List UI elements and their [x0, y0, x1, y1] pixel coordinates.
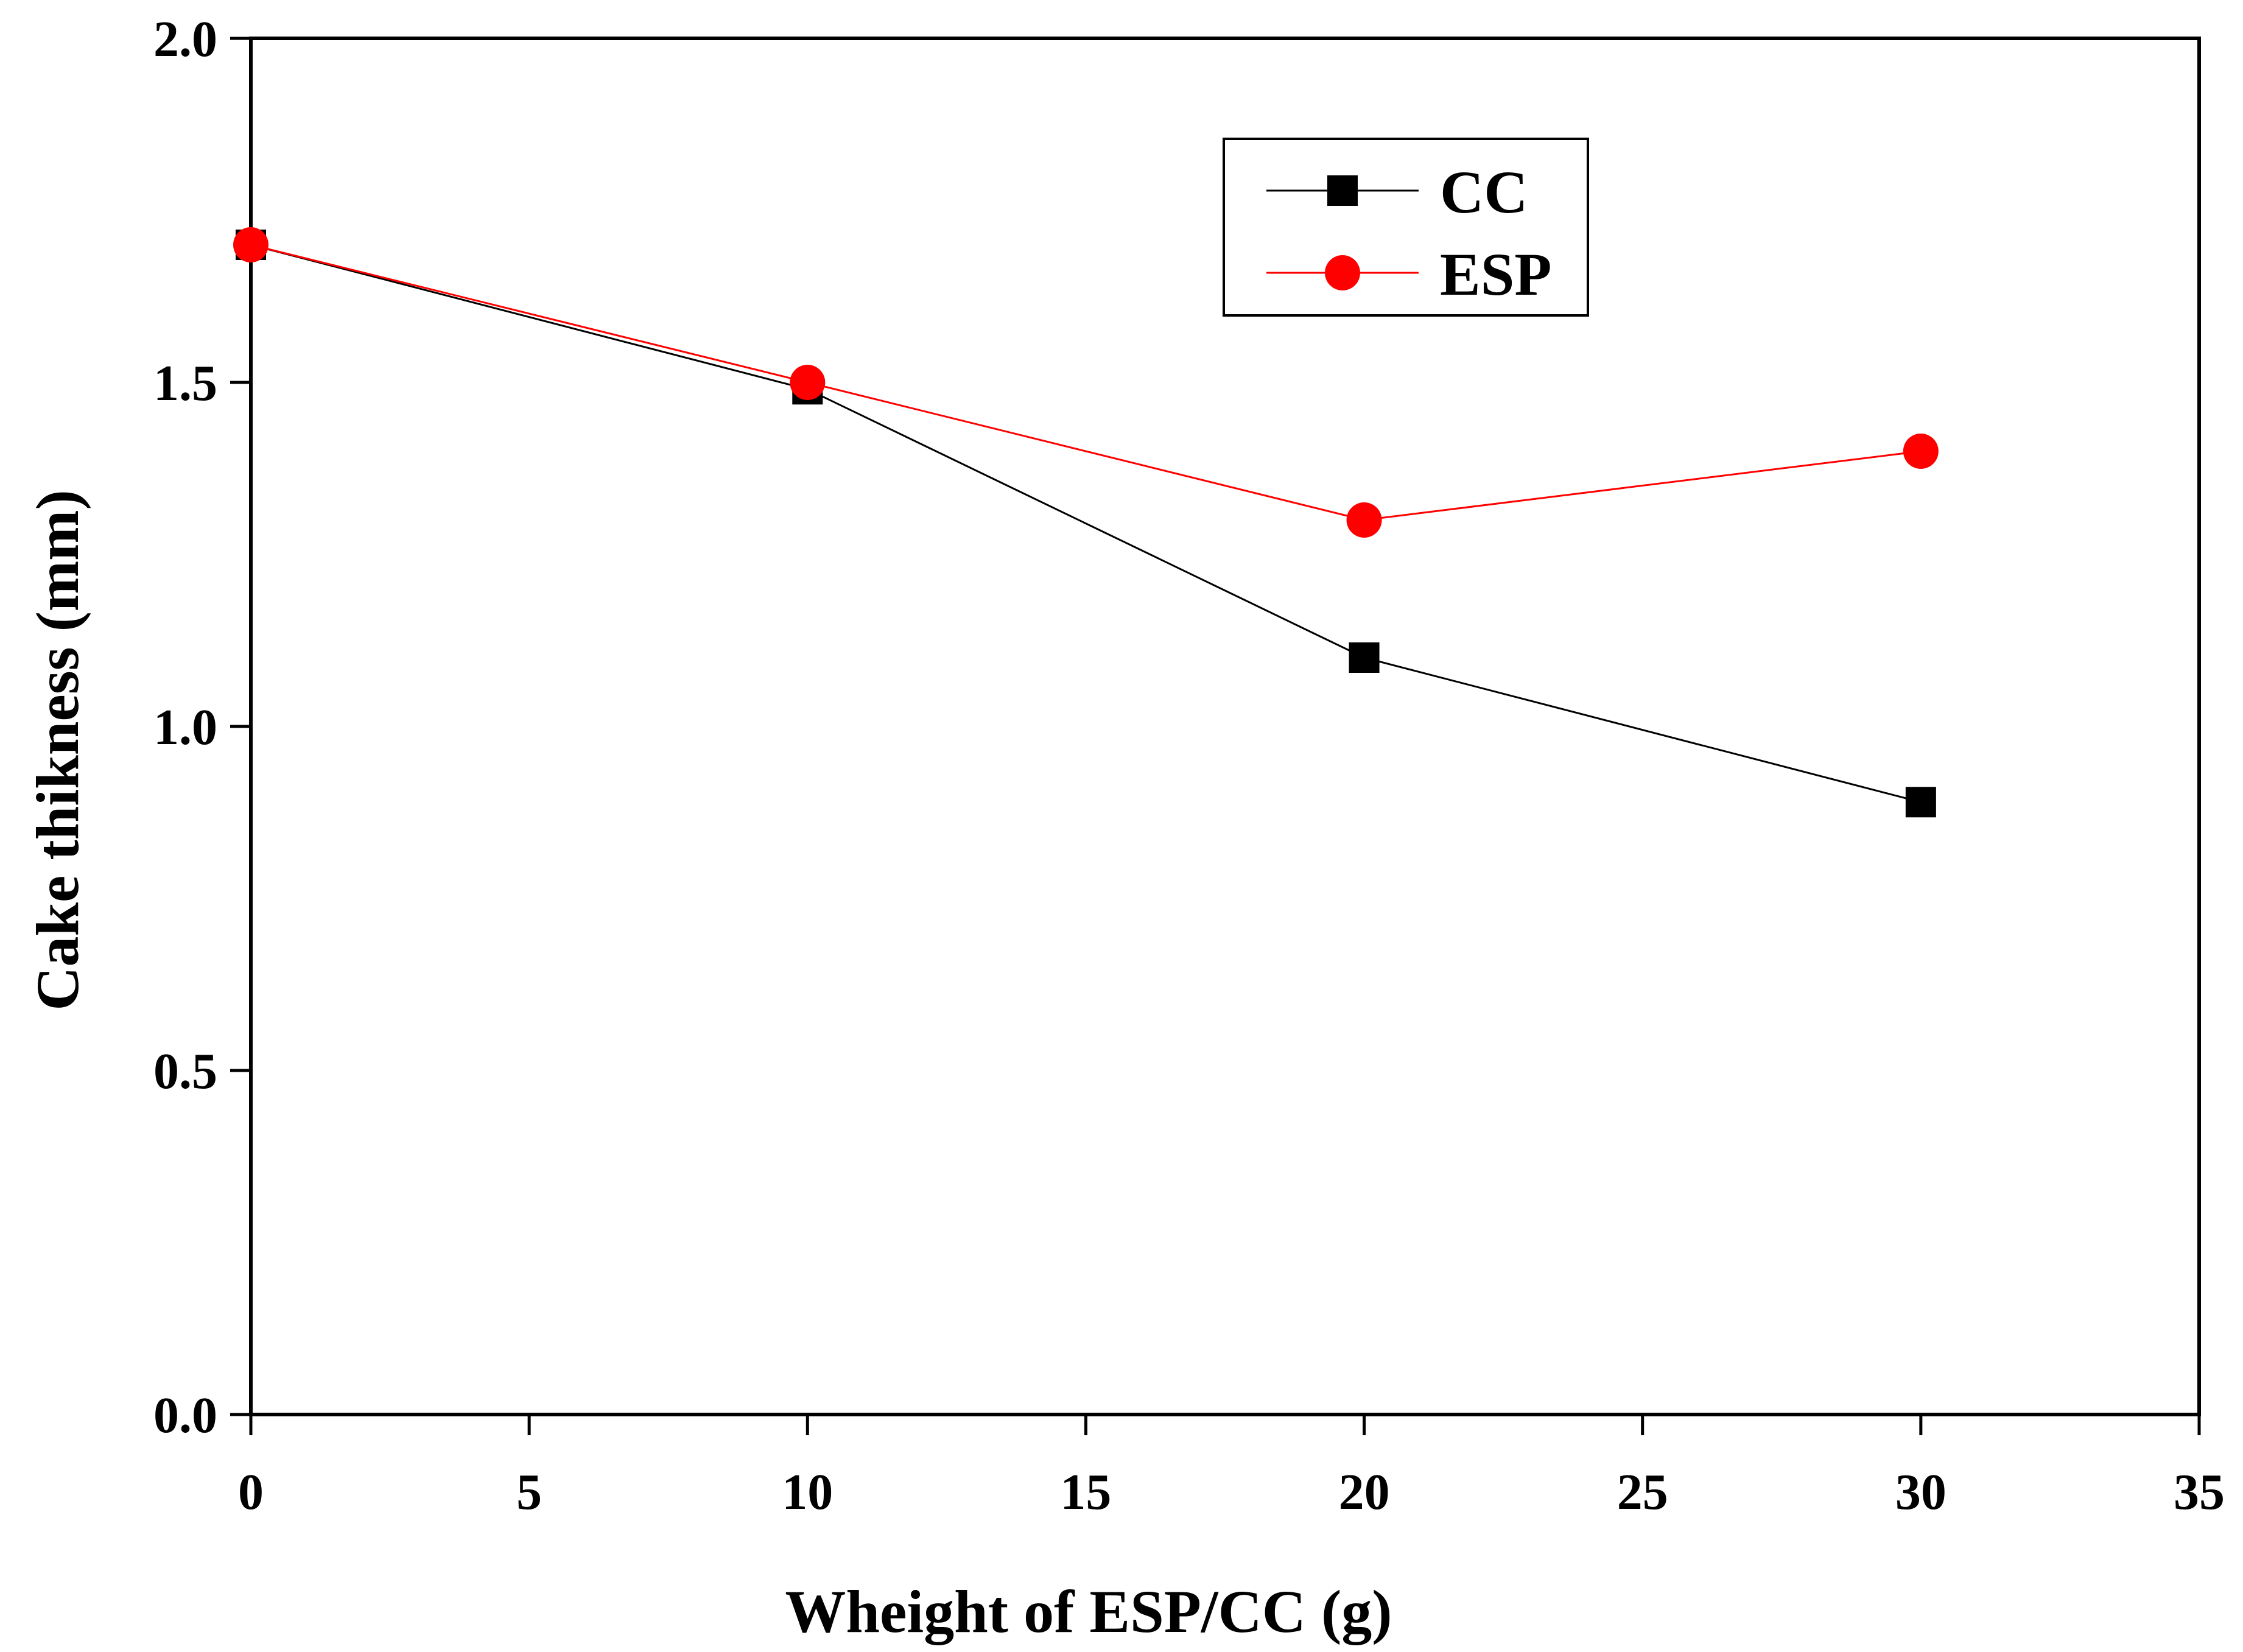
legend-esp-label: ESP	[1440, 241, 1551, 308]
y-tick-label-2.0: 2.0	[153, 11, 217, 68]
legend-esp-marker	[1325, 255, 1360, 290]
y-tick-label-1.5: 1.5	[153, 355, 217, 412]
point-esp-0	[233, 227, 269, 262]
x-tick-label-20: 20	[1339, 1464, 1390, 1520]
legend: CC ESP	[1223, 138, 1589, 317]
point-cc-20	[1349, 642, 1380, 673]
x-axis-title: Wheight of ESP/CC (g)	[785, 1578, 1392, 1645]
x-tick-label-10: 10	[782, 1464, 833, 1520]
point-cc-30	[1905, 787, 1936, 818]
legend-cc-label: CC	[1440, 158, 1528, 226]
point-esp-10	[790, 365, 826, 400]
x-tick-label-30: 30	[1895, 1464, 1946, 1520]
point-esp-30	[1903, 434, 1939, 469]
series-line-cc	[250, 244, 1922, 803]
legend-cc-marker	[1327, 175, 1358, 206]
x-tick-label-5: 5	[516, 1464, 542, 1520]
y-tick-label-1.0: 1.0	[153, 699, 217, 756]
series-line-esp	[250, 244, 1922, 521]
y-tick-label-0.5: 0.5	[153, 1043, 217, 1100]
x-tick-label-0: 0	[238, 1464, 264, 1520]
y-axis-title: Cake thikness (mm)	[24, 490, 91, 1011]
legend-box	[1223, 138, 1589, 317]
x-tick-label-25: 25	[1617, 1464, 1668, 1520]
x-tick-label-35: 35	[2174, 1464, 2225, 1520]
point-esp-20	[1346, 502, 1382, 538]
y-tick-label-0.0: 0.0	[153, 1387, 217, 1444]
x-tick-label-15: 15	[1060, 1464, 1111, 1520]
